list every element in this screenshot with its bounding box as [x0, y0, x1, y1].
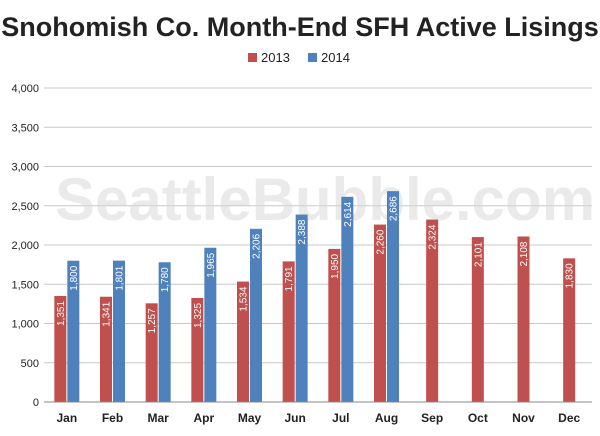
bar-2014-aug [387, 191, 399, 402]
data-label: 1,800 [69, 265, 80, 290]
data-label: 1,950 [330, 253, 341, 278]
bar-2013-aug [374, 224, 386, 402]
y-tick-label: 0 [33, 397, 39, 409]
bar-2013-jul [328, 248, 341, 402]
x-tick-label: Dec [558, 411, 580, 425]
data-label: 1,257 [147, 308, 158, 333]
bar-2013-jun [282, 261, 295, 402]
x-axis-labels: Jan Feb Mar Apr May Jun Jul Aug Sep Oct Nov Dec [56, 411, 580, 425]
y-tick-label: 2,000 [11, 240, 39, 252]
legend-label-2013: 2013 [261, 50, 290, 65]
x-tick-label: May [238, 411, 262, 425]
data-label: 2,101 [473, 242, 484, 267]
y-tick-label: 3,000 [11, 162, 39, 174]
gridlines [44, 87, 592, 364]
y-tick-label: 4,000 [11, 83, 39, 95]
data-label: 2,108 [519, 241, 530, 266]
x-tick-label: Nov [512, 411, 535, 425]
bar-2013-may [237, 281, 249, 402]
x-tick-label: Mar [147, 411, 169, 425]
data-label: 1,341 [102, 301, 113, 326]
y-tick-label: 3,500 [11, 122, 39, 134]
legend-swatch-2013 [248, 53, 257, 62]
data-label: 1,791 [284, 266, 295, 291]
x-tick-label: Feb [102, 411, 123, 425]
x-tick-label: Sep [421, 411, 443, 425]
bar-2014-jul [341, 196, 354, 402]
data-label: 1,351 [56, 301, 67, 326]
data-label: 2,388 [297, 219, 308, 244]
bar-2013-nov [517, 236, 530, 402]
x-tick-label: Jul [332, 411, 349, 425]
bar-2014-mar [158, 262, 171, 402]
watermark: SeattleBubble.com [55, 166, 595, 233]
legend-label-2014: 2014 [321, 50, 350, 65]
data-label: 2,260 [376, 229, 387, 254]
data-label: 1,534 [239, 286, 250, 311]
y-tick-label: 1,500 [11, 279, 39, 291]
legend: 2013 2014 [248, 50, 350, 65]
x-tick-label: Aug [375, 411, 398, 425]
data-label: 2,206 [252, 233, 263, 258]
bar-2013-dec [563, 258, 576, 402]
data-label: 1,780 [160, 267, 171, 292]
data-label: 1,325 [193, 303, 204, 328]
data-label: 1,965 [206, 252, 217, 277]
x-tick-label: Jun [284, 411, 305, 425]
bar-2014-jun [295, 214, 308, 402]
y-tick-label: 2,500 [11, 201, 39, 213]
data-label: 1,801 [115, 265, 126, 290]
y-tick-label: 500 [21, 358, 39, 370]
legend-swatch-2014 [308, 53, 317, 62]
data-label: 1,830 [565, 263, 576, 288]
bar-2013-sep [426, 219, 439, 402]
bar-2013-feb [100, 296, 112, 402]
chart-title: Snohomish Co. Month-End SFH Active Lisin… [1, 12, 599, 42]
x-tick-label: Oct [468, 411, 488, 425]
data-label: 2,614 [343, 201, 354, 226]
y-axis-labels: 0 500 1,000 1,500 2,000 2,500 3,000 3,500 4,000 [11, 83, 39, 409]
bar-2014-feb [113, 260, 125, 402]
bar-2014-apr [204, 247, 217, 402]
x-tick-label: Apr [193, 411, 214, 425]
y-tick-label: 1,000 [11, 319, 39, 331]
bar-2013-mar [145, 303, 158, 402]
bar-2013-jan [54, 295, 67, 402]
data-label: 2,324 [428, 224, 439, 249]
bar-2013-apr [191, 297, 204, 402]
bar-2013-oct [471, 237, 484, 402]
bar-2014-may [250, 228, 262, 402]
data-label: 2,686 [389, 196, 400, 221]
bar-2014-jan [67, 260, 80, 402]
x-tick-label: Jan [56, 411, 77, 425]
